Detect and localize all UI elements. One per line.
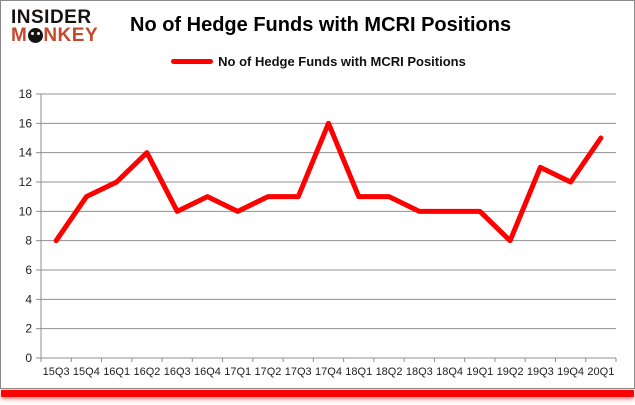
chart-title: No of Hedge Funds with MCRI Positions [130, 14, 512, 36]
x-axis-label: 18Q2 [376, 366, 403, 378]
y-axis-label: 10 [19, 204, 33, 218]
y-axis-label: 14 [19, 146, 33, 160]
x-axis-label: 16Q4 [194, 366, 221, 378]
x-axis-label: 18Q1 [345, 366, 372, 378]
x-axis-label: 16Q1 [103, 366, 130, 378]
x-axis-label: 19Q4 [557, 366, 584, 378]
x-axis-label: 18Q3 [406, 366, 433, 378]
x-axis-label: 17Q2 [255, 366, 282, 378]
x-axis-label: 19Q2 [497, 366, 524, 378]
x-axis-label: 16Q3 [164, 366, 191, 378]
logo-monkey-m: M [11, 25, 28, 46]
x-axis-label: 15Q3 [43, 366, 70, 378]
monkey-face-icon [27, 27, 43, 43]
chart-legend: No of Hedge Funds with MCRI Positions [1, 54, 635, 69]
logo-word-monkey: M NKEY [11, 26, 98, 45]
y-axis-label: 0 [25, 351, 32, 365]
x-axis-label: 19Q1 [466, 366, 493, 378]
x-axis-label: 15Q4 [73, 366, 100, 378]
x-axis-label: 20Q1 [587, 366, 614, 378]
insider-monkey-logo: INSIDER M NKEY [11, 8, 98, 45]
x-axis-label: 17Q1 [224, 366, 251, 378]
series-line [53, 120, 604, 244]
x-axis-label: 18Q4 [436, 366, 463, 378]
y-axis-label: 8 [25, 234, 32, 248]
y-axis-label: 4 [25, 292, 32, 306]
legend-series-label: No of Hedge Funds with MCRI Positions [218, 54, 466, 69]
legend-line-swatch [171, 59, 214, 64]
y-axis-label: 2 [25, 322, 32, 336]
x-axis-label: 19Q3 [527, 366, 554, 378]
chart-card-frame: INSIDER M NKEY No of Hedge Funds with MCR… [0, 0, 635, 389]
logo-word-insider: INSIDER [11, 7, 92, 28]
y-axis-label: 16 [19, 116, 33, 130]
x-axis-label: 16Q2 [133, 366, 160, 378]
y-axis-label: 12 [19, 175, 33, 189]
logo-monkey-nkey: NKEY [43, 25, 99, 46]
y-axis-label: 6 [25, 263, 32, 277]
y-axis-label: 18 [19, 87, 33, 101]
bottom-red-accent-bar [1, 390, 634, 397]
x-axis-label: 17Q4 [315, 366, 342, 378]
x-axis-label: 17Q3 [285, 366, 312, 378]
